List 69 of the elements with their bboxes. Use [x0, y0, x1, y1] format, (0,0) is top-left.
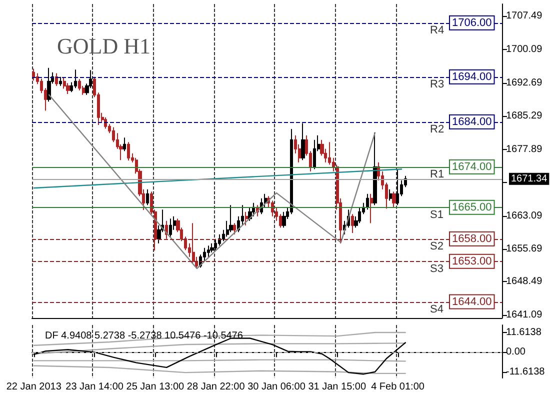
line-series	[48, 94, 376, 270]
x-tick-label: 22 Jan 2013	[6, 382, 62, 392]
ref-line-label: 1644.00	[452, 296, 492, 308]
ref-line-label: 1694.00	[452, 70, 492, 83]
y-tick-label: 1655.69	[506, 244, 543, 255]
candlestick	[245, 211, 248, 226]
candlestick	[127, 142, 130, 162]
x-tick-label: 30 Jan 06:00	[248, 382, 306, 392]
ref-line-label: 1665.00	[452, 201, 492, 214]
candlestick	[192, 222, 195, 264]
candlestick	[123, 137, 126, 152]
y-tick-label: 1641.09	[506, 309, 543, 320]
text: DF 4.9408 5.2738 -5.2738 10.5476 -10.5476	[45, 330, 244, 342]
annotation: R1	[430, 168, 444, 180]
candlestick	[313, 139, 316, 170]
y-tick-label: 0.00	[506, 346, 526, 358]
candlestick	[301, 122, 305, 161]
candlestick	[290, 128, 293, 215]
candlestick	[389, 188, 392, 202]
candlestick	[32, 68, 35, 81]
candlestick	[271, 200, 274, 217]
y-tick-label: 1677.89	[506, 144, 543, 155]
y-tick-label: 11.6138	[506, 326, 542, 338]
ref-line-label: 1684.00	[452, 116, 492, 128]
ref-line-label: 1671.34	[511, 173, 548, 184]
candlestick	[373, 132, 377, 206]
x-tick-label: 28 Jan 22:00	[186, 382, 246, 392]
y-tick-label: 1700.09	[506, 44, 543, 55]
text: GOLD H1	[57, 34, 150, 58]
x-tick-label: 4 Feb 01:00	[371, 382, 425, 392]
annotation: R2	[430, 123, 444, 136]
candlestick	[366, 193, 369, 210]
x-tick-label: 25 Jan 13:00	[126, 382, 185, 392]
candlestick	[55, 72, 58, 86]
annotation: R3	[430, 78, 444, 90]
candlestick	[47, 67, 51, 102]
candlestick	[358, 206, 361, 224]
candlestick	[351, 214, 354, 234]
annotation: S2	[430, 240, 444, 252]
candlestick	[59, 76, 62, 86]
x-tick-label: 31 Jan 15:00	[308, 382, 366, 392]
annotation: R4	[430, 24, 444, 36]
line-series	[33, 332, 406, 346]
y-tick-label: 1707.49	[506, 10, 543, 22]
candlestick	[74, 69, 77, 89]
y-tick-label: 1685.29	[506, 110, 543, 122]
candlestick	[229, 204, 233, 233]
ref-line-label: 1653.00	[452, 255, 492, 268]
annotation: S4	[430, 303, 444, 316]
candlestick	[146, 188, 149, 206]
candlestick	[233, 222, 236, 235]
ref-line-label: 1658.00	[452, 232, 492, 245]
line-series	[33, 365, 406, 374]
candlestick	[282, 211, 286, 228]
candlestick	[370, 193, 373, 224]
candlestick	[169, 218, 172, 238]
candlestick	[78, 78, 81, 91]
y-tick-label: 1648.49	[506, 276, 543, 288]
annotation: S3	[430, 262, 444, 275]
candlestick	[252, 202, 255, 217]
ref-line-label: 1706.00	[452, 16, 492, 29]
ref-line-label: 1674.00	[452, 160, 492, 173]
annotation: S1	[430, 208, 444, 221]
candlestick	[392, 191, 396, 208]
x-tick-label: 23 Jan 14:00	[66, 382, 124, 392]
y-tick-label: 1663.09	[506, 210, 543, 222]
candlestick	[207, 245, 210, 258]
y-tick-label: -11.6138	[506, 366, 546, 378]
y-tick-label: 1692.69	[506, 77, 543, 88]
